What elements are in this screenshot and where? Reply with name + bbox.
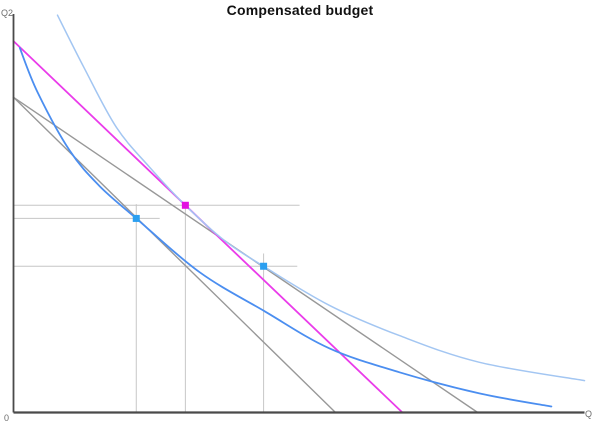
indifference-curve-u1 [56,14,586,382]
y-axis-label: Q2 [1,8,14,18]
x-axis-label: Q [585,409,593,419]
chart-title: Compensated budget [226,2,374,18]
series-layer [12,14,586,414]
axes-layer [12,14,585,414]
marker-bundle-new [132,214,140,222]
indifference-curve-u2 [18,47,553,408]
origin-label: 0 [4,413,10,423]
budget-line-new [12,96,337,414]
marker-bundle-original [260,262,268,270]
marker-bundle-compensated [181,201,189,209]
markers-layer [132,201,268,270]
